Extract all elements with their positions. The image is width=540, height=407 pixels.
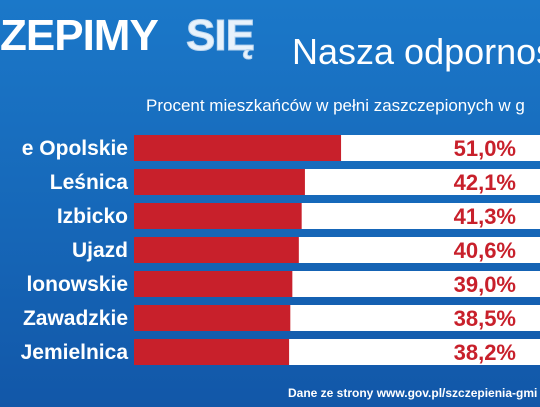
value-label: 38,5%: [454, 306, 516, 331]
value-label: 38,2%: [454, 340, 516, 365]
category-label: Ujazd: [72, 239, 128, 262]
category-label: Izbicko: [57, 205, 128, 228]
value-label: 51,0%: [454, 136, 516, 161]
logo-suffix: SIĘ: [186, 11, 256, 60]
bar: [134, 135, 342, 161]
category-label: Zawadzkie: [23, 307, 128, 330]
bar: [134, 203, 302, 229]
category-label: lonowskie: [26, 273, 128, 296]
bar: [134, 339, 290, 365]
category-label: Jemielnica: [21, 341, 129, 364]
value-label: 40,6%: [454, 238, 516, 263]
bar: [134, 271, 293, 297]
bar: [134, 169, 305, 195]
category-label: Leśnica: [50, 171, 129, 194]
category-label: e Opolskie: [22, 137, 128, 160]
value-label: 42,1%: [454, 170, 516, 195]
bar: [134, 237, 299, 263]
value-label: 39,0%: [454, 272, 516, 297]
logo-text: ZEPIMY: [0, 11, 159, 60]
source-note: Dane ze strony www.gov.pl/szczepienia-gm…: [288, 386, 538, 400]
bar: [134, 305, 291, 331]
value-label: 41,3%: [454, 204, 516, 229]
page-title: Nasza odpornoś: [292, 31, 540, 72]
chart-subtitle: Procent mieszkańców w pełni zaszczepiony…: [146, 96, 525, 115]
